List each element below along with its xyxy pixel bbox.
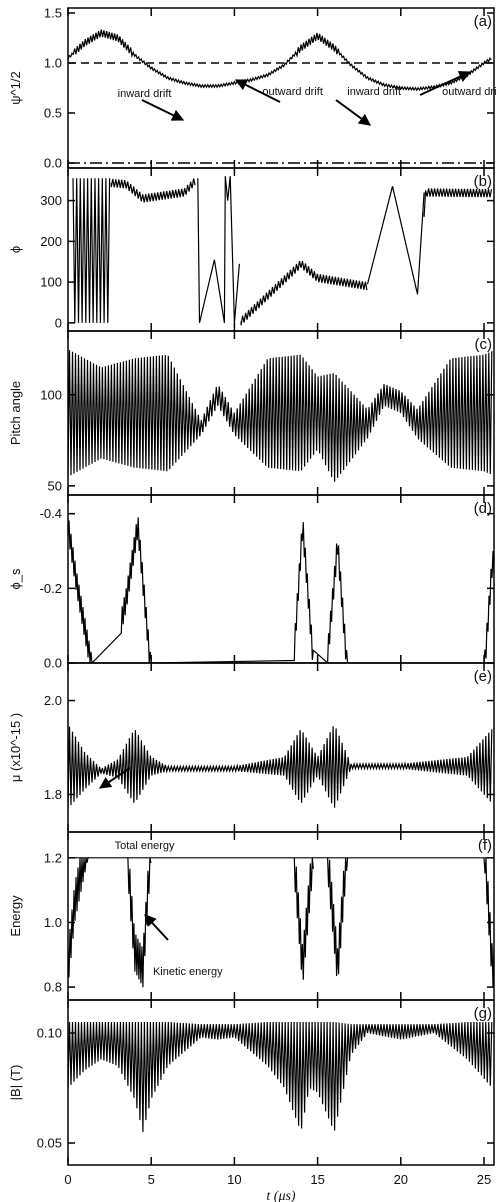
panel-tag: (c) (475, 336, 493, 353)
panel-2: 0 100 200 300 (b) ϕ (8, 167, 495, 332)
arrow (99, 767, 131, 789)
y-axis-label: |B| (T) (8, 1065, 23, 1101)
series-line (68, 29, 492, 92)
y-tick-label: 1.0 (44, 56, 62, 71)
y-tick-label: -0.4 (40, 506, 62, 521)
annotation: Kinetic energy (153, 966, 223, 978)
y-tick-label: 0.0 (44, 656, 62, 671)
x-tick-label: 5 (148, 1172, 155, 1187)
panel-tag: (a) (474, 13, 492, 30)
panel-1: 0.0 0.5 1.0 1.5 (a) ψ^1/2 inward drift outward … (8, 6, 496, 171)
series-line (68, 857, 494, 988)
y-axis-label: ϕ (8, 246, 23, 253)
y-tick-label: 0.10 (37, 1026, 62, 1041)
y-tick-label: 0.8 (44, 980, 62, 995)
panel-tag: (f) (478, 837, 492, 854)
panel-4: 0.0 -0.2 -0.4 (d) ϕ_s (8, 494, 495, 671)
panel-frame (67, 494, 495, 664)
series-line (72, 176, 493, 326)
arrow (335, 99, 371, 126)
panel-3: 50 100 (c) Pitch angle (8, 330, 495, 496)
arrow (141, 99, 185, 121)
y-tick-label: 1.0 (44, 915, 62, 930)
panel-7: 0.05 0.10 (g) |B| (T) (8, 999, 495, 1166)
y-tick-label: 1.8 (44, 787, 62, 802)
y-tick-label: 50 (48, 478, 62, 493)
panel-tag: (d) (474, 500, 492, 517)
y-tick-label: 100 (40, 275, 62, 290)
y-axis-label: ψ^1/2 (8, 71, 23, 104)
series-line (68, 349, 493, 482)
x-tick-label: 10 (227, 1172, 241, 1187)
arrow (234, 79, 281, 103)
y-tick-label: 0.0 (44, 156, 62, 171)
y-tick-label: 0.05 (37, 1136, 62, 1151)
panel-tag: (g) (474, 1005, 492, 1022)
y-tick-label: 2.0 (44, 693, 62, 708)
y-axis-label: ϕ_s (8, 568, 23, 590)
x-tick-label: 20 (394, 1172, 408, 1187)
panel-5: 1.8 2.0 (e) μ (x10^-15 ) (8, 662, 495, 833)
y-tick-label: -0.2 (40, 581, 62, 596)
y-tick-label: 300 (40, 193, 62, 208)
y-axis-label: Pitch angle (8, 381, 23, 445)
annotation: outward drift (442, 86, 496, 98)
series-line (68, 726, 493, 809)
annotation: inward drift (118, 88, 172, 100)
y-axis-label: μ (x10^-15 ) (8, 713, 23, 782)
y-tick-label: 0.5 (44, 106, 62, 121)
arrow (419, 71, 472, 96)
y-axis-label: Energy (8, 895, 23, 937)
annotation: outward drift (262, 86, 323, 98)
x-axis-label: t (μs) (266, 1189, 296, 1202)
series-line (68, 1021, 493, 1133)
panel-tag: (e) (474, 668, 492, 685)
annotation: inward drift (347, 86, 401, 98)
panel-tag: (b) (474, 173, 492, 190)
y-tick-label: 200 (40, 234, 62, 249)
annotation: Total energy (115, 840, 175, 852)
y-tick-label: 1.2 (44, 850, 62, 865)
arrow (144, 914, 169, 941)
series-line (68, 517, 494, 663)
panel-6: 0.8 1.0 1.2 (f) Energy Total energy Kinetic en… (8, 831, 495, 1001)
x-tick-label: 25 (477, 1172, 491, 1187)
x-tick-label: 0 (64, 1172, 71, 1187)
y-tick-label: 0 (55, 315, 62, 330)
y-tick-label: 100 (40, 387, 62, 402)
y-tick-label: 1.5 (44, 6, 62, 21)
x-tick-label: 15 (310, 1172, 324, 1187)
